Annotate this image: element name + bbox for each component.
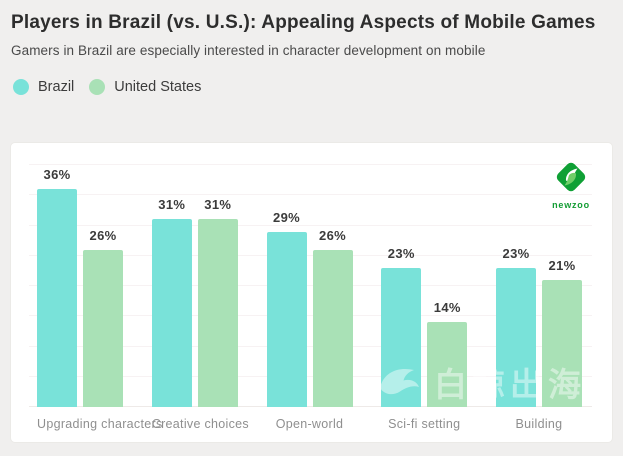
legend-label: United States xyxy=(114,78,202,95)
gridline xyxy=(29,224,592,226)
gridline xyxy=(29,285,592,286)
chart-legend: Brazil United States xyxy=(13,78,623,95)
category-label: Building xyxy=(515,417,563,431)
value-label: 14% xyxy=(433,300,461,316)
newzoo-logo-text: newzoo xyxy=(552,200,590,210)
value-label: 23% xyxy=(502,245,530,261)
bar-united-states: 31% xyxy=(197,197,238,407)
value-label: 29% xyxy=(273,209,300,225)
bar-group: 36% 26% xyxy=(37,165,123,407)
category-label: Sci-fi setting xyxy=(388,417,461,431)
category-label: Creative choices xyxy=(151,417,249,431)
bar-rect xyxy=(83,249,123,407)
legend-item-united-states: United States xyxy=(89,78,202,95)
bar-rect xyxy=(37,189,77,407)
bar-united-states: 21% xyxy=(542,258,582,407)
gridline xyxy=(29,194,592,196)
bar-rect xyxy=(381,267,422,407)
legend-swatch-icon xyxy=(89,78,106,95)
category-label: Upgrading characters xyxy=(37,417,163,431)
bar-group: 31% 31% xyxy=(151,165,238,407)
value-label: 26% xyxy=(319,227,346,243)
x-axis-labels: Upgrading characters Creative choices Open… xyxy=(37,417,582,431)
bar-brazil: 23% xyxy=(381,246,422,407)
bar-group: 29% 26% xyxy=(266,165,353,407)
bar-rect xyxy=(151,219,192,407)
bar-rect xyxy=(542,279,582,407)
bar-rect xyxy=(312,249,353,407)
gridline xyxy=(29,345,592,347)
bar-rect xyxy=(496,267,536,407)
value-label: 21% xyxy=(548,257,576,273)
page-title: Players in Brazil (vs. U.S.): Appealing … xyxy=(11,12,596,33)
bar-rect xyxy=(266,231,307,407)
legend-label: Brazil xyxy=(38,78,75,95)
gridline xyxy=(29,254,592,256)
bar-brazil: 31% xyxy=(151,197,192,407)
value-label: 31% xyxy=(158,197,186,213)
legend-swatch-icon xyxy=(13,78,29,95)
x-axis-line xyxy=(29,406,592,407)
value-label: 31% xyxy=(204,197,232,213)
bar-rect xyxy=(427,322,468,407)
bar-group: 23% 14% xyxy=(381,165,468,407)
category-label: Open-world xyxy=(275,417,344,431)
newzoo-logo-icon xyxy=(552,162,590,200)
bar-group: 23% 21% xyxy=(496,165,582,407)
legend-item-brazil: Brazil xyxy=(13,78,75,95)
bar-united-states: 26% xyxy=(312,228,353,407)
value-label: 26% xyxy=(89,227,117,243)
gridline xyxy=(29,164,592,165)
bar-groups-container: 36% 26% 31% 31% 29% 26% 23% 14% 23% 21% xyxy=(37,165,582,407)
bar-brazil: 23% xyxy=(496,246,536,407)
header: Players in Brazil (vs. U.S.): Appealing … xyxy=(0,0,623,58)
bar-united-states: 14% xyxy=(427,300,468,407)
gridline xyxy=(29,375,592,377)
gridline xyxy=(29,315,592,317)
bar-brazil: 29% xyxy=(266,210,307,407)
newzoo-logo: newzoo xyxy=(546,158,596,210)
bar-united-states: 26% xyxy=(83,228,123,407)
bar-brazil: 36% xyxy=(37,167,77,407)
value-label: 36% xyxy=(43,167,71,183)
page-subtitle: Gamers in Brazil are especially interest… xyxy=(11,42,486,58)
bar-rect xyxy=(197,219,238,407)
value-label: 23% xyxy=(387,245,415,261)
plot-area: 36% 26% 31% 31% 29% 26% 23% 14% 23% 21% xyxy=(29,164,592,407)
chart-card: 36% 26% 31% 31% 29% 26% 23% 14% 23% 21% Upgrading… xyxy=(10,142,613,443)
